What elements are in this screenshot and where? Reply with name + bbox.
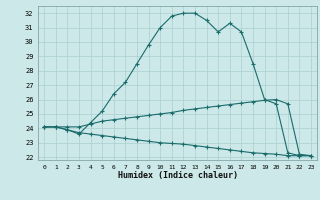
X-axis label: Humidex (Indice chaleur): Humidex (Indice chaleur) [118, 171, 238, 180]
